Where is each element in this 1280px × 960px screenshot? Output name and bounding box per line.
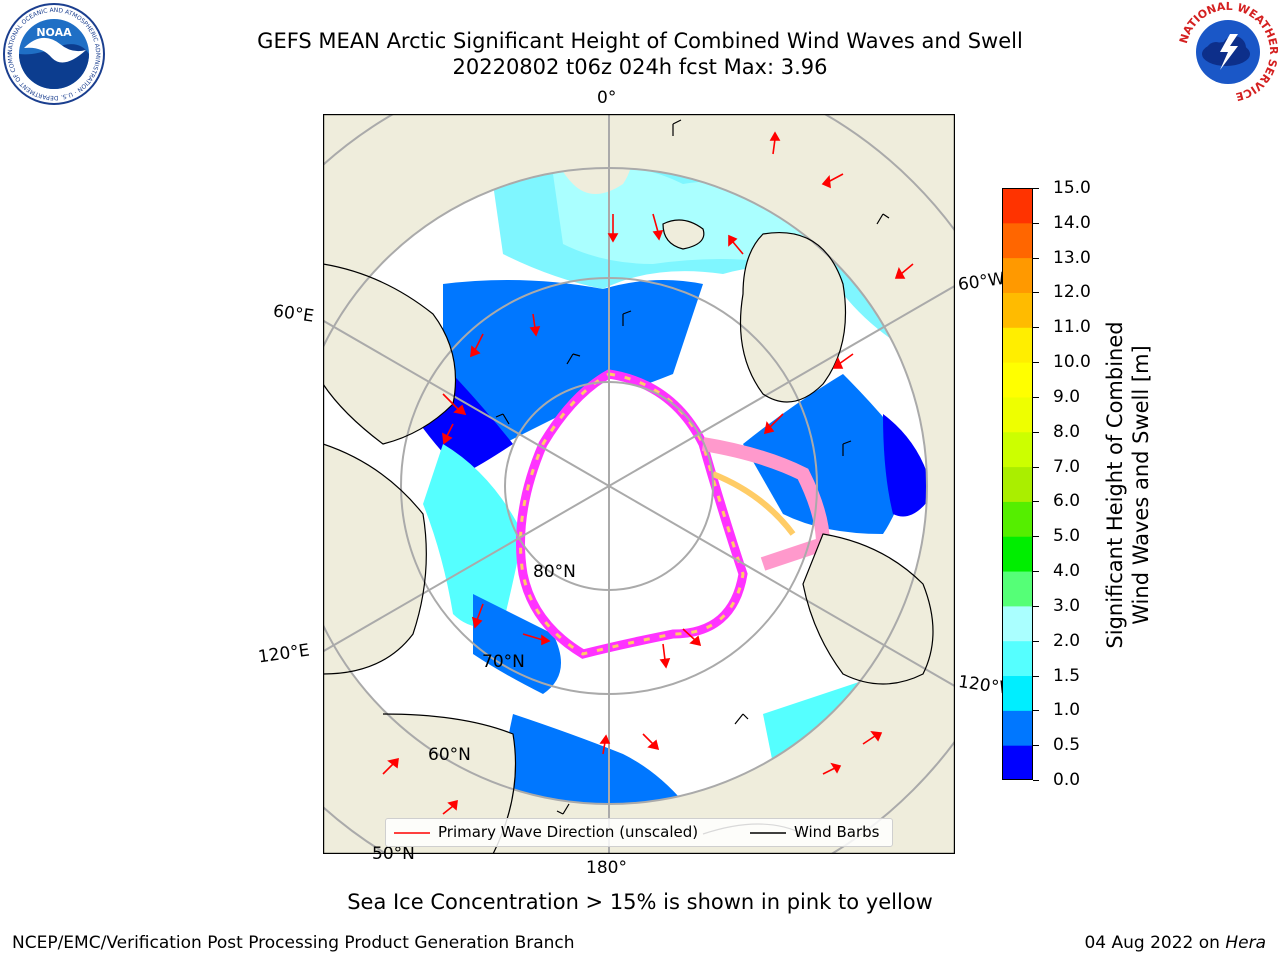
colorbar-tick-label: 6.0 [1053,491,1081,512]
colorbar-band [1002,431,1033,468]
colorbar-tick-mark [1033,710,1039,712]
colorbar-tick-label: 4.0 [1053,561,1081,582]
land-greenland [740,232,846,402]
colorbar-tick-mark [1033,396,1039,398]
land-scandinavia [323,264,456,444]
colorbar-band [1002,396,1033,433]
lon-label-60e: 60°E [271,301,316,327]
noaa-logo-text: NOAA [36,26,72,39]
colorbar-tick-label: 15.0 [1053,178,1091,198]
colorbar-tick-mark [1033,188,1039,189]
wind-barbs [495,119,890,815]
lat-label-70n: 70°N [482,652,525,672]
legend-wave-label: Primary Wave Direction (unscaled) [438,823,699,841]
footer-host: Hera [1225,933,1266,953]
colorbar-band [1002,222,1033,259]
colorbar-band [1002,501,1033,537]
colorbar-band [1002,640,1033,677]
lat-label-80n: 80°N [533,562,576,582]
footer-date: 04 Aug 2022 on Hera [1084,933,1266,953]
colorbar-title: Significant Height of Combined Wind Wave… [1102,321,1154,648]
lon-label-0: 0° [597,88,617,108]
colorbar-tick-mark [1033,605,1039,607]
colorbar-tick-label: 11.0 [1053,317,1091,338]
colorbar-tick-label: 14.0 [1053,212,1091,233]
colorbar-tick-mark [1033,501,1039,503]
colorbar-tick-mark [1033,466,1039,468]
colorbar-band [1002,536,1033,572]
colorbar-tick-mark [1033,536,1039,538]
colorbar-band [1002,710,1033,746]
colorbar-tick-mark [1033,292,1039,294]
colorbar-tick-label: 8.0 [1053,421,1081,442]
colorbar-band [1002,327,1033,363]
land-siberia [323,444,427,674]
lat-label-50n: 50°N [372,844,415,864]
chart-subtitle: 20220802 t06z 024h fcst Max: 3.96 [452,55,828,79]
colorbar-tick-mark [1033,640,1039,642]
wave-field-barents [443,280,703,444]
colorbar-band [1002,257,1033,293]
legend-barb-swatch [750,832,786,834]
colorbar-tick-mark [1033,431,1039,433]
colorbar-tick-mark [1033,745,1039,747]
lon-label-120e: 120°E [256,640,311,668]
colorbar-tick-label: 3.0 [1053,595,1081,616]
colorbar-tick-label: 1.5 [1053,665,1081,686]
noaa-logo: NATIONAL OCEANIC AND ATMOSPHERIC ADMINIS… [2,2,105,105]
colorbar-tick-label: 13.0 [1053,247,1091,268]
colorbar-band [1002,188,1033,224]
colorbar-tick-label: 0.0 [1053,770,1081,790]
colorbar-tick-label: 0.5 [1053,735,1081,756]
land-greenland-fragment [555,168,633,194]
colorbar-tick-mark [1033,257,1039,259]
colorbar-band [1002,362,1033,398]
colorbar-tick-label: 5.0 [1053,526,1081,547]
colorbar-title-line1: Significant Height of Combined [1103,321,1127,649]
colorbar-tick-label: 1.0 [1053,700,1081,721]
wave-field-chukchi [499,714,693,804]
colorbar-tick-label: 9.0 [1053,386,1081,407]
wave-direction-arrows [382,131,914,815]
colorbar-band [1002,466,1033,502]
colorbar-band [1002,292,1033,328]
footer-credit: NCEP/EMC/Verification Post Processing Pr… [12,933,575,953]
land-iceland [663,220,704,249]
longitude-gridlines [323,114,955,854]
colorbar-tick-mark [1033,222,1039,224]
colorbar-band [1002,605,1033,642]
nws-logo: NATIONAL WEATHER SERVICE [1177,0,1280,103]
colorbar-title-line2: Wind Waves and Swell [m] [1129,345,1153,625]
colorbar-tick-mark [1033,571,1039,573]
colorbar-tick-label: 7.0 [1053,456,1081,477]
lon-label-60w: 60°W [956,268,1007,296]
colorbar-tick-mark [1033,362,1039,364]
colorbar-band [1002,675,1033,711]
legend-wave-swatch [394,832,430,834]
footer-date-text: 04 Aug 2022 on [1084,933,1226,953]
map-legend: Primary Wave Direction (unscaled) Wind B… [385,818,893,847]
colorbar-band [1002,571,1033,607]
colorbar-tick-mark [1033,675,1039,677]
sea-ice-note: Sea Ice Concentration > 15% is shown in … [347,890,933,914]
map-frame [323,114,955,854]
colorbar-tick-mark [1033,780,1039,781]
colorbar [1002,188,1033,780]
legend-barb-label: Wind Barbs [794,823,880,841]
colorbar-tick-mark [1033,327,1039,329]
colorbar-tick-label: 10.0 [1053,352,1091,373]
colorbar-band [1002,745,1033,780]
colorbar-tick-label: 2.0 [1053,630,1081,651]
lat-label-60n: 60°N [428,745,471,765]
arctic-map [323,114,955,854]
chart-title: GEFS MEAN Arctic Significant Height of C… [257,29,1023,53]
wave-field-beaufort [743,374,913,534]
colorbar-tick-label: 12.0 [1053,282,1091,303]
wave-field-kara [423,444,523,628]
lon-label-180: 180° [586,858,627,878]
